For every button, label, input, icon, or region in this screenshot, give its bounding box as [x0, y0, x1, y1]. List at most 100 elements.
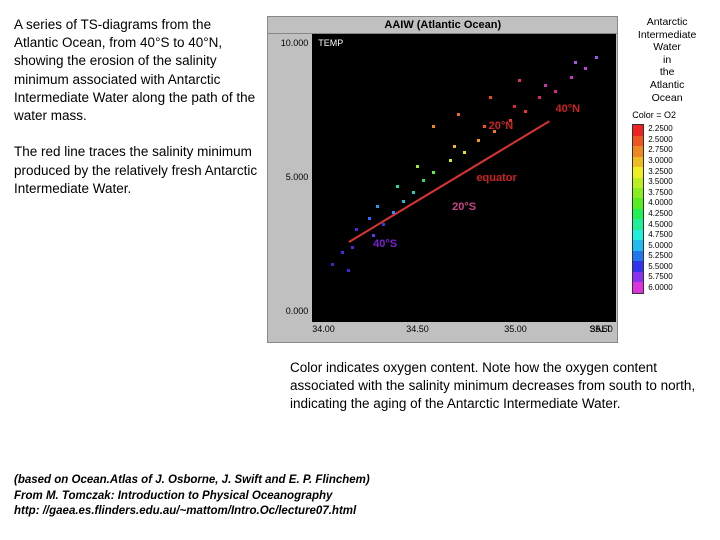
legend-value: 2.2500 — [648, 124, 672, 135]
data-point — [347, 269, 350, 272]
data-point — [477, 139, 480, 142]
legend-title-line: in — [628, 54, 706, 67]
chart-plot-area: TEMP 40°N20°Nequator20°S40°S — [312, 34, 616, 322]
legend-value: 3.5000 — [648, 177, 672, 188]
data-point — [341, 251, 344, 254]
ytick-5: 5.000 — [286, 172, 309, 182]
legend-swatch — [633, 167, 643, 177]
legend-value: 5.2500 — [648, 251, 672, 262]
chart-y-axis: 10.000 5.000 0.000 — [268, 34, 312, 322]
legend-value: 4.0000 — [648, 198, 672, 209]
legend-value: 6.0000 — [648, 283, 672, 294]
legend-title-line: Ocean — [628, 92, 706, 105]
data-point — [518, 79, 521, 82]
data-point — [376, 205, 379, 208]
data-point — [412, 191, 415, 194]
data-point — [453, 145, 456, 148]
zone-label: 40°S — [373, 238, 397, 250]
data-point — [554, 90, 557, 93]
legend-swatch — [633, 178, 643, 188]
legend-swatch — [633, 219, 643, 229]
legend-colorscale: 2.25002.50002.75003.00003.25003.50003.75… — [628, 124, 706, 294]
bottom-caption: Color indicates oxygen content. Note how… — [0, 351, 720, 414]
legend-swatch — [633, 261, 643, 271]
description-p1: A series of TS-diagrams from the Atlanti… — [14, 16, 257, 125]
legend-value: 2.5000 — [648, 135, 672, 146]
data-point — [331, 263, 334, 266]
data-point — [570, 76, 573, 79]
legend-value: 3.0000 — [648, 156, 672, 167]
data-point — [355, 228, 358, 231]
legend-value: 4.2500 — [648, 209, 672, 220]
data-point — [432, 125, 435, 128]
legend: AntarcticIntermediateWaterintheAtlanticO… — [628, 16, 706, 343]
legend-title-line: Water — [628, 41, 706, 54]
legend-swatch — [633, 282, 643, 292]
data-point — [396, 185, 399, 188]
legend-title-line: Atlantic — [628, 79, 706, 92]
data-point — [574, 61, 577, 64]
chart-title: AAIW (Atlantic Ocean) — [268, 17, 617, 34]
xtick-345: 34.50 — [406, 324, 429, 334]
citation: (based on Ocean.Atlas of J. Osborne, J. … — [14, 473, 370, 520]
legend-swatch — [633, 230, 643, 240]
x-axis-label: SALT — [589, 324, 611, 334]
legend-colorbar — [632, 124, 644, 294]
legend-swatch — [633, 125, 643, 135]
data-point — [372, 234, 375, 237]
data-point — [457, 113, 460, 116]
legend-swatch — [633, 146, 643, 156]
data-point — [595, 56, 598, 59]
legend-title-line: Intermediate — [628, 29, 706, 42]
description-p2: The red line traces the salinity minimum… — [14, 143, 257, 198]
legend-value: 4.5000 — [648, 220, 672, 231]
xtick-34: 34.00 — [312, 324, 335, 334]
legend-swatch — [633, 209, 643, 219]
legend-swatch — [633, 272, 643, 282]
legend-swatch — [633, 251, 643, 261]
data-point — [513, 105, 516, 108]
legend-subtitle: Color = O2 — [628, 110, 706, 120]
description-text: A series of TS-diagrams from the Atlanti… — [14, 16, 257, 343]
ytick-10: 10.000 — [281, 38, 309, 48]
data-point — [449, 159, 452, 162]
citation-line-1: (based on Ocean.Atlas of J. Osborne, J. … — [14, 473, 370, 489]
xtick-35: 35.00 — [504, 324, 527, 334]
legend-swatch — [633, 136, 643, 146]
legend-title: AntarcticIntermediateWaterintheAtlanticO… — [628, 16, 706, 104]
zone-label: 20°N — [489, 120, 514, 132]
data-point — [524, 110, 527, 113]
data-point — [422, 179, 425, 182]
zone-label: equator — [476, 172, 516, 184]
data-point — [402, 200, 405, 203]
legend-title-line: the — [628, 66, 706, 79]
data-point — [416, 165, 419, 168]
y-axis-label: TEMP — [318, 38, 343, 48]
data-point — [584, 67, 587, 70]
citation-line-3: http: //gaea.es.flinders.edu.au/~mattom/… — [14, 504, 370, 520]
data-point — [351, 246, 354, 249]
salinity-minimum-trace — [348, 121, 550, 244]
data-point — [432, 171, 435, 174]
data-point — [544, 84, 547, 87]
data-point — [538, 96, 541, 99]
zone-label: 40°N — [555, 103, 580, 115]
data-point — [489, 96, 492, 99]
legend-value: 3.7500 — [648, 188, 672, 199]
data-point — [368, 217, 371, 220]
legend-value: 5.0000 — [648, 241, 672, 252]
legend-value: 5.7500 — [648, 272, 672, 283]
legend-value: 3.2500 — [648, 167, 672, 178]
citation-line-2: From M. Tomczak: Introduction to Physica… — [14, 489, 370, 505]
legend-value: 5.5000 — [648, 262, 672, 273]
data-point — [483, 125, 486, 128]
ts-diagram-chart: AAIW (Atlantic Ocean) 10.000 5.000 0.000… — [267, 16, 618, 343]
legend-swatch — [633, 157, 643, 167]
legend-swatch — [633, 240, 643, 250]
legend-value: 2.7500 — [648, 145, 672, 156]
legend-values: 2.25002.50002.75003.00003.25003.50003.75… — [644, 124, 672, 294]
data-point — [392, 211, 395, 214]
ytick-0: 0.000 — [286, 306, 309, 316]
legend-swatch — [633, 198, 643, 208]
chart-x-axis: 34.00 34.50 35.00 35.50 SALT — [312, 322, 617, 342]
